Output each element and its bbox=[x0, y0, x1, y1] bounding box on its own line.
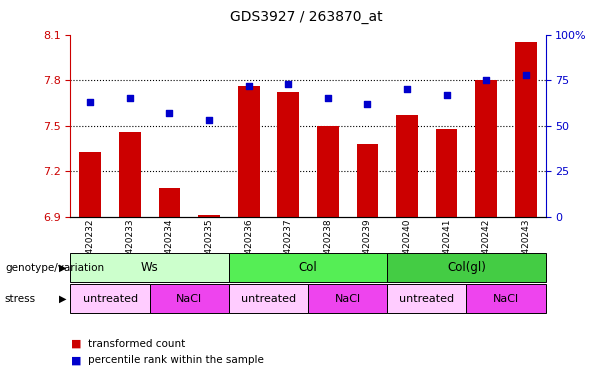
Text: percentile rank within the sample: percentile rank within the sample bbox=[88, 355, 264, 365]
Point bbox=[85, 99, 95, 105]
Point bbox=[323, 95, 333, 101]
Text: ■: ■ bbox=[70, 339, 81, 349]
Bar bbox=[515, 42, 536, 217]
Text: NaCl: NaCl bbox=[176, 293, 202, 304]
Point bbox=[362, 101, 372, 107]
Text: untreated: untreated bbox=[399, 293, 454, 304]
Text: ▶: ▶ bbox=[59, 263, 67, 273]
Point bbox=[125, 95, 135, 101]
Point bbox=[164, 110, 174, 116]
Bar bbox=[475, 80, 497, 217]
Text: genotype/variation: genotype/variation bbox=[5, 263, 104, 273]
Text: Col: Col bbox=[299, 262, 318, 274]
Text: NaCl: NaCl bbox=[493, 293, 519, 304]
Text: transformed count: transformed count bbox=[88, 339, 185, 349]
Point bbox=[204, 117, 214, 123]
Bar bbox=[80, 152, 101, 217]
Text: NaCl: NaCl bbox=[335, 293, 360, 304]
Text: Col(gl): Col(gl) bbox=[447, 262, 486, 274]
Bar bbox=[396, 115, 418, 217]
Point bbox=[442, 92, 452, 98]
Point bbox=[402, 86, 412, 93]
Bar bbox=[317, 126, 339, 217]
Text: stress: stress bbox=[5, 293, 36, 304]
Point bbox=[481, 77, 491, 83]
Text: ■: ■ bbox=[70, 355, 81, 365]
Text: GDS3927 / 263870_at: GDS3927 / 263870_at bbox=[230, 10, 383, 23]
Bar bbox=[119, 132, 141, 217]
Bar bbox=[436, 129, 457, 217]
Text: Ws: Ws bbox=[141, 262, 159, 274]
Text: ▶: ▶ bbox=[59, 293, 67, 304]
Point bbox=[244, 83, 254, 89]
Bar bbox=[198, 215, 220, 217]
Bar bbox=[159, 188, 180, 217]
Text: untreated: untreated bbox=[241, 293, 296, 304]
Bar bbox=[277, 92, 299, 217]
Point bbox=[283, 81, 293, 87]
Bar bbox=[238, 86, 259, 217]
Text: untreated: untreated bbox=[83, 293, 138, 304]
Point bbox=[521, 72, 531, 78]
Bar bbox=[357, 144, 378, 217]
